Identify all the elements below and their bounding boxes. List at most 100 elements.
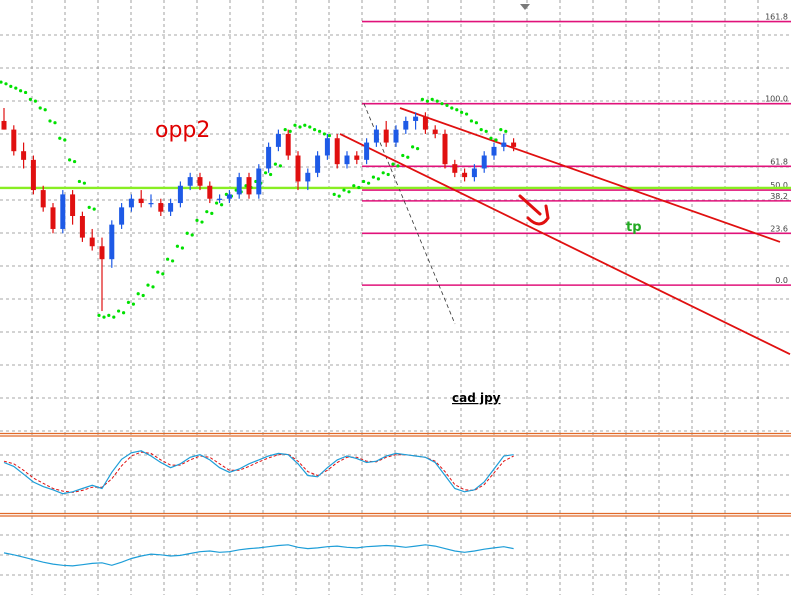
candle-body (364, 142, 370, 160)
psar-dot (465, 112, 469, 116)
psar-dot (14, 86, 18, 90)
candle-body (256, 168, 262, 195)
psar-dot (195, 218, 199, 222)
psar-dot (82, 181, 86, 185)
psar-dot (200, 220, 204, 224)
psar-dot (264, 171, 268, 175)
psar-dot (347, 190, 351, 194)
psar-dot (97, 313, 101, 317)
psar-dot (332, 192, 336, 196)
psar-dot (171, 259, 175, 263)
candle-body (177, 185, 183, 204)
candle-body (168, 203, 174, 212)
psar-dot (53, 121, 57, 125)
oscillator-line (3, 544, 514, 567)
psar-dot (460, 110, 464, 114)
candle-body (128, 198, 134, 208)
psar-dot (371, 175, 375, 179)
psar-dot (146, 283, 150, 287)
candle-body (11, 129, 17, 152)
psar-dot (484, 129, 488, 133)
psar-dot (102, 315, 106, 319)
candle-body (452, 164, 458, 173)
candle-body (30, 159, 36, 191)
stochastic-main-line (3, 450, 514, 495)
psar-dot (494, 138, 498, 142)
fib-level-label: 50.0 (770, 181, 788, 190)
psar-dot (327, 134, 331, 138)
annotation-tp: tp (626, 220, 642, 235)
candle-body (226, 194, 232, 199)
psar-dot (283, 128, 287, 132)
annotation-symbol: cad jpy (452, 391, 501, 405)
psar-dot (288, 129, 292, 133)
psar-dot (455, 108, 459, 112)
candle-body (334, 138, 340, 165)
candle-body (89, 237, 95, 247)
candle-body (462, 172, 468, 178)
psar-dot (9, 84, 13, 88)
panel-separators (0, 432, 791, 517)
candle-body (138, 198, 144, 204)
psar-dot (504, 129, 508, 133)
candle-body (432, 129, 438, 134)
psar-dot (469, 119, 473, 123)
psar-dot (156, 270, 160, 274)
psar-dot (58, 136, 62, 140)
psar-dot (190, 233, 194, 237)
scroll-marker-icon[interactable] (520, 4, 530, 10)
psar-dot (131, 302, 135, 306)
psar-dot (386, 172, 390, 177)
candle-body (246, 177, 252, 195)
psar-dot (166, 257, 170, 261)
candle-body (60, 194, 66, 229)
fib-level-label: 23.6 (770, 224, 788, 233)
stochastic-signal-line (3, 451, 514, 493)
candle-body (442, 133, 448, 165)
candle-body (148, 203, 154, 205)
candle-body (236, 177, 242, 195)
psar-dot (313, 128, 317, 132)
psar-dot (430, 97, 434, 101)
psar-dot (474, 121, 478, 125)
psar-dot (77, 179, 81, 184)
psar-dot (33, 99, 38, 103)
psar-dot (180, 246, 184, 250)
candle-body (373, 129, 379, 143)
psar-dot (24, 90, 28, 95)
psar-dot (68, 158, 72, 162)
psar-dot (87, 205, 91, 209)
candle-body (295, 155, 301, 182)
psar-dot (92, 207, 96, 211)
psar-dot (318, 129, 322, 133)
psar-dot (43, 108, 47, 112)
arrow-shaft (518, 194, 542, 216)
psar-dot (293, 123, 297, 127)
candle-body (21, 151, 27, 160)
candle-body (197, 177, 203, 186)
fib-anchor-line (363, 103, 456, 325)
fib-level-label: 0.0 (775, 276, 788, 285)
candle-body (354, 155, 360, 160)
psar-dot (435, 99, 439, 103)
candle-body (99, 246, 105, 260)
psar-dot (151, 285, 155, 289)
fib-level-label: 38.2 (770, 192, 788, 201)
psar-dot (337, 194, 341, 198)
psar-dot (367, 181, 371, 185)
psar-dot (489, 136, 493, 140)
psar-dot (420, 97, 424, 101)
candle-body (285, 133, 291, 156)
trend-channel (339, 107, 791, 356)
psar-dot (28, 97, 32, 101)
psar-dot (450, 106, 454, 110)
psar-dot (391, 162, 395, 166)
oscillator-panel (3, 544, 514, 567)
psar-dot (141, 293, 145, 298)
fib-level-label: 100.0 (765, 95, 788, 104)
candle-body (217, 198, 223, 200)
psar-dot (425, 99, 429, 103)
candle-body (207, 185, 213, 199)
candle-body (344, 155, 350, 165)
psar-dot (136, 292, 140, 296)
